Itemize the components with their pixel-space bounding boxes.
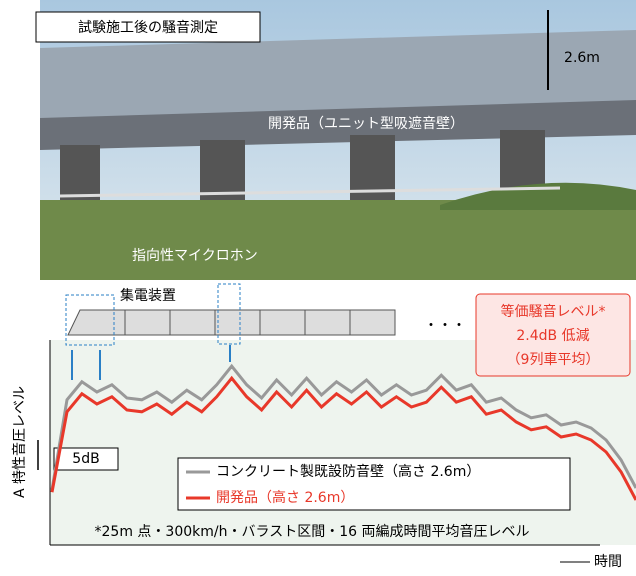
callout-box bbox=[475, 293, 631, 377]
wall-label: 開発品（ユニット型吸遮音壁） bbox=[268, 115, 464, 132]
photo bbox=[40, 0, 636, 280]
train-more: ・・・ bbox=[424, 318, 466, 334]
x-label: 時間 bbox=[594, 554, 622, 570]
mic-label: 指向性マイクロホン bbox=[132, 248, 258, 264]
height-label: 2.6m bbox=[564, 50, 600, 66]
callout: 等価騒音レベル* bbox=[501, 303, 606, 320]
legend-label: コンクリート製既設防音壁（高さ 2.6m） bbox=[216, 463, 480, 480]
scale-box bbox=[53, 447, 119, 471]
train-label: 集電装置 bbox=[120, 287, 176, 304]
legend-label: 開発品（高さ 2.6m） bbox=[216, 489, 354, 506]
scale-label: 5dB bbox=[72, 451, 99, 467]
y-label: A 特性音圧レベル bbox=[11, 386, 28, 498]
train bbox=[65, 283, 396, 380]
photo-title: 試験施工後の騒音測定 bbox=[78, 19, 218, 36]
callout: （9列車平均） bbox=[507, 351, 600, 368]
title-box bbox=[35, 11, 261, 43]
series-line bbox=[50, 363, 636, 491]
footnote: *25m 点・300km/h・バラスト区間・16 両編成時間平均音圧レベル bbox=[95, 523, 530, 540]
callout: 2.4dB 低減 bbox=[516, 327, 589, 344]
series-line bbox=[50, 375, 636, 501]
legend bbox=[177, 457, 571, 511]
